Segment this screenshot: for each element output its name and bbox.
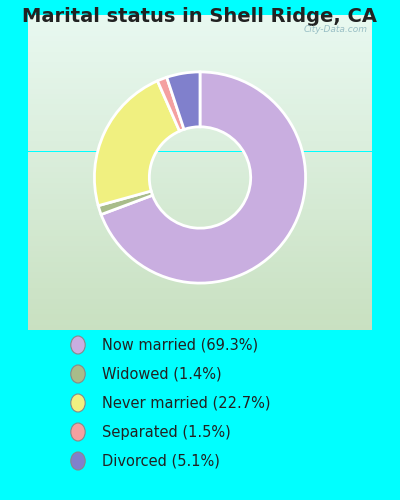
- Bar: [28, 293, 372, 298]
- Text: Divorced (5.1%): Divorced (5.1%): [102, 454, 220, 468]
- Bar: [28, 157, 372, 162]
- Bar: [28, 304, 372, 309]
- Bar: [28, 220, 372, 225]
- Bar: [28, 246, 372, 251]
- Bar: [28, 152, 372, 157]
- Bar: [28, 120, 372, 125]
- Bar: [28, 62, 372, 68]
- Text: Never married (22.7%): Never married (22.7%): [102, 396, 270, 410]
- Bar: [28, 214, 372, 220]
- Circle shape: [71, 365, 85, 383]
- Wedge shape: [98, 191, 152, 214]
- Bar: [28, 83, 372, 88]
- Bar: [28, 325, 372, 330]
- Bar: [28, 262, 372, 267]
- Bar: [28, 78, 372, 83]
- Text: Now married (69.3%): Now married (69.3%): [102, 338, 258, 352]
- Bar: [28, 136, 372, 141]
- Bar: [28, 99, 372, 104]
- Bar: [28, 230, 372, 235]
- Circle shape: [71, 394, 85, 412]
- Bar: [28, 204, 372, 209]
- Bar: [28, 241, 372, 246]
- Bar: [28, 162, 372, 167]
- Bar: [28, 267, 372, 272]
- Bar: [28, 88, 372, 94]
- Bar: [28, 42, 372, 46]
- Bar: [28, 236, 372, 241]
- Bar: [28, 36, 372, 42]
- Text: Widowed (1.4%): Widowed (1.4%): [102, 366, 222, 382]
- Bar: [28, 251, 372, 256]
- Text: City-Data.com: City-Data.com: [304, 25, 368, 34]
- Circle shape: [71, 336, 85, 354]
- Bar: [28, 130, 372, 136]
- Bar: [28, 115, 372, 120]
- Bar: [28, 282, 372, 288]
- Bar: [28, 188, 372, 194]
- Bar: [28, 167, 372, 172]
- Bar: [28, 278, 372, 283]
- Bar: [28, 46, 372, 52]
- Bar: [28, 272, 372, 278]
- Bar: [28, 178, 372, 183]
- Bar: [28, 26, 372, 31]
- Bar: [28, 125, 372, 130]
- Bar: [28, 20, 372, 26]
- Bar: [28, 256, 372, 262]
- Bar: [28, 172, 372, 178]
- Text: Marital status in Shell Ridge, CA: Marital status in Shell Ridge, CA: [22, 8, 378, 26]
- Bar: [28, 209, 372, 214]
- Circle shape: [71, 452, 85, 470]
- Text: Separated (1.5%): Separated (1.5%): [102, 424, 231, 440]
- Bar: [28, 194, 372, 198]
- Bar: [28, 146, 372, 152]
- Bar: [28, 298, 372, 304]
- Bar: [28, 198, 372, 204]
- Bar: [28, 15, 372, 20]
- Wedge shape: [167, 72, 200, 130]
- Bar: [28, 320, 372, 325]
- Wedge shape: [158, 78, 184, 131]
- Bar: [28, 72, 372, 78]
- Bar: [28, 110, 372, 115]
- Bar: [28, 57, 372, 62]
- Bar: [28, 309, 372, 314]
- Bar: [28, 183, 372, 188]
- Bar: [28, 314, 372, 320]
- Wedge shape: [101, 72, 306, 283]
- Bar: [28, 31, 372, 36]
- Bar: [28, 104, 372, 110]
- Wedge shape: [94, 81, 180, 206]
- Bar: [28, 225, 372, 230]
- Bar: [28, 52, 372, 57]
- Circle shape: [71, 423, 85, 441]
- Bar: [28, 141, 372, 146]
- Bar: [28, 288, 372, 293]
- Bar: [28, 94, 372, 99]
- Bar: [28, 68, 372, 72]
